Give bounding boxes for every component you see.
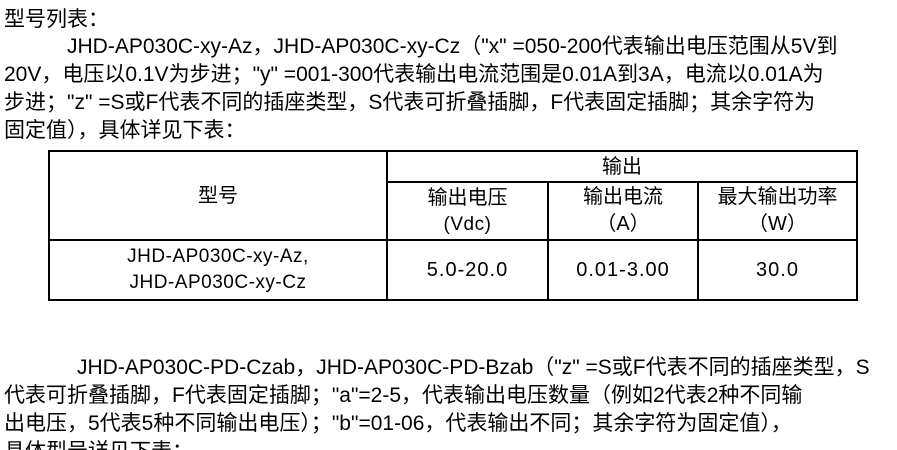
intro-line-2: 20V，电压以0.1V为步进；"y" =001-300代表输出电流范围是0.01… bbox=[4, 63, 824, 86]
current-header-title: 输出电流 bbox=[583, 186, 663, 208]
second-paragraph-line-3: 出电压，5代表5种不同输出电压）；"b"=01-06，代表输出不同；其余字符为固… bbox=[4, 412, 792, 435]
intro-line-3: 步进；"z" =S或F代表不同的插座类型，S代表可折叠插脚，F代表固定插脚；其余… bbox=[4, 91, 816, 114]
table-row: 型号 输出 bbox=[48, 150, 858, 241]
second-paragraph-line-1: JHD-AP030C-PD-Czab，JHD-AP030C-PD-Bzab（"z… bbox=[77, 356, 870, 379]
current-value-cell: 0.01-3.00 bbox=[547, 239, 699, 301]
table-row: 输出电压 (Vdc) 输出电流 （A） 最大输出功率 （W） bbox=[49, 181, 858, 241]
power-header-unit: （W） bbox=[748, 213, 807, 235]
second-paragraph-line-2: 代表可折叠插脚，F代表固定插脚；"a"=2-5，代表输出电压数量（例如2代表2种… bbox=[4, 384, 803, 407]
model-name-line-2: JHD-AP030C-xy-Cz bbox=[129, 272, 307, 293]
power-value-cell: 30.0 bbox=[697, 239, 858, 301]
model-cell: JHD-AP030C-xy-Az, JHD-AP030C-xy-Cz bbox=[48, 239, 388, 301]
second-paragraph: JHD-AP030C-PD-Czab，JHD-AP030C-PD-Bzab（"z… bbox=[4, 354, 896, 450]
table-row: JHD-AP030C-xy-Az, JHD-AP030C-xy-Cz 5.0-2… bbox=[48, 239, 858, 301]
model-name-line-1: JHD-AP030C-xy-Az, bbox=[127, 246, 309, 267]
power-header-title: 最大输出功率 bbox=[717, 186, 838, 208]
intro-line-1: JHD-AP030C-xy-Az，JHD-AP030C-xy-Cz（"x" =0… bbox=[67, 35, 838, 58]
page-title: 型号列表： bbox=[4, 8, 109, 31]
power-header-cell: 最大输出功率 （W） bbox=[697, 181, 858, 241]
intro-line-4: 固定值），具体详见下表： bbox=[4, 119, 246, 142]
voltage-value-cell: 5.0-20.0 bbox=[386, 239, 549, 301]
second-paragraph-line-4: 具体型号详见下表： bbox=[4, 438, 896, 450]
model-header-cell: 型号 bbox=[48, 150, 388, 241]
intro-paragraph: JHD-AP030C-xy-Az，JHD-AP030C-xy-Cz（"x" =0… bbox=[4, 33, 896, 145]
spec-table: 型号 输出 输出电压 (Vdc) 输出电流 （A） 最大输出功率 （W） bbox=[48, 150, 858, 301]
voltage-header-title: 输出电压 bbox=[427, 186, 508, 209]
voltage-header-cell: 输出电压 (Vdc) bbox=[386, 181, 549, 241]
voltage-header-unit: (Vdc) bbox=[443, 213, 492, 235]
current-header-unit: （A） bbox=[596, 213, 650, 235]
output-group-header-cell: 输出 bbox=[386, 150, 858, 183]
current-header-cell: 输出电流 （A） bbox=[547, 181, 699, 241]
